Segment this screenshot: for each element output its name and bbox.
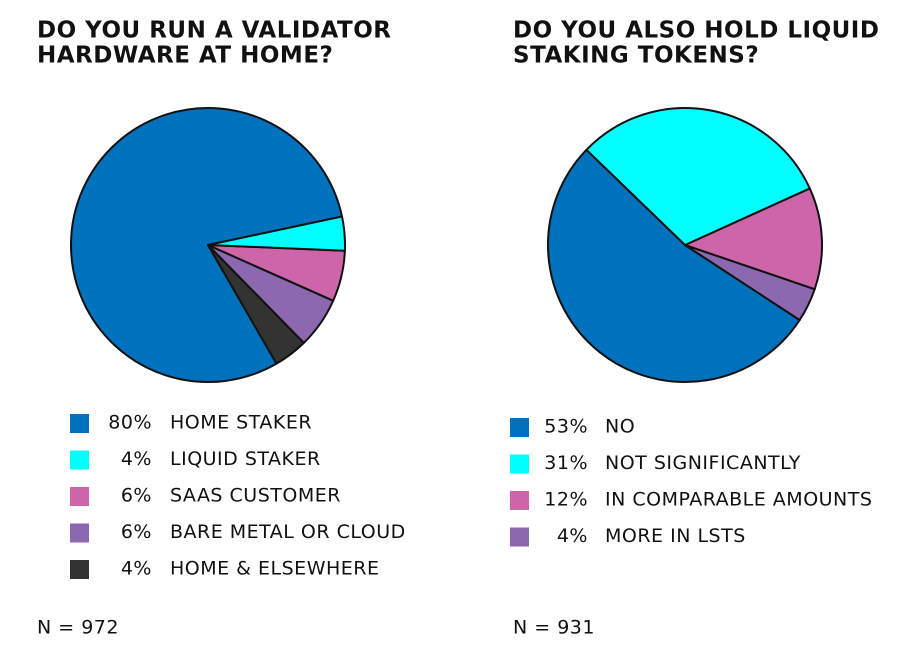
legend-value: 80%: [108, 412, 152, 434]
legend-swatch: [70, 414, 89, 433]
legend-value: 6%: [121, 485, 152, 507]
legend-value: 31%: [544, 452, 588, 474]
legend-swatch: [510, 418, 529, 437]
legend-swatch: [70, 523, 89, 543]
legend-swatch: [70, 560, 89, 579]
legend-label: NO: [605, 416, 635, 438]
legend-swatch: [70, 450, 89, 470]
legend-value: 4%: [557, 525, 588, 547]
pie-slice: [70, 107, 344, 383]
sample-size: N = 972: [37, 617, 119, 639]
legend-value: 6%: [121, 521, 152, 543]
pie-slice: [585, 107, 811, 246]
legend-label: BARE METAL OR CLOUD: [170, 521, 406, 543]
legend-label: SAAS CUSTOMER: [170, 485, 341, 507]
legend-label: IN COMPARABLE AMOUNTS: [605, 489, 872, 511]
pie-slice: [207, 215, 346, 252]
legend-label: HOME STAKER: [170, 412, 312, 434]
chart-title: HARDWARE AT HOME?: [37, 43, 333, 69]
chart-title: DO YOU RUN A VALIDATOR: [37, 18, 391, 44]
legend-swatch: [70, 487, 89, 506]
legend-label: HOME & ELSEWHERE: [170, 558, 379, 580]
sample-size: N = 931: [513, 617, 595, 639]
legend-label: MORE IN LSTS: [605, 525, 746, 547]
legend-value: 4%: [121, 448, 152, 470]
legend-swatch: [510, 491, 529, 510]
legend-value: 53%: [544, 416, 588, 438]
legend-swatch: [510, 527, 529, 547]
legend-value: 12%: [544, 489, 588, 511]
legend-label: NOT SIGNIFICANTLY: [605, 452, 801, 474]
pie-slice: [684, 187, 823, 291]
legend-swatch: [510, 454, 529, 474]
chart-title: DO YOU ALSO HOLD LIQUID: [513, 18, 879, 44]
legend-label: LIQUID STAKER: [170, 448, 321, 470]
pie-slice: [547, 148, 801, 383]
chart-title: STAKING TOKENS?: [513, 43, 759, 69]
legend-value: 4%: [121, 558, 152, 580]
